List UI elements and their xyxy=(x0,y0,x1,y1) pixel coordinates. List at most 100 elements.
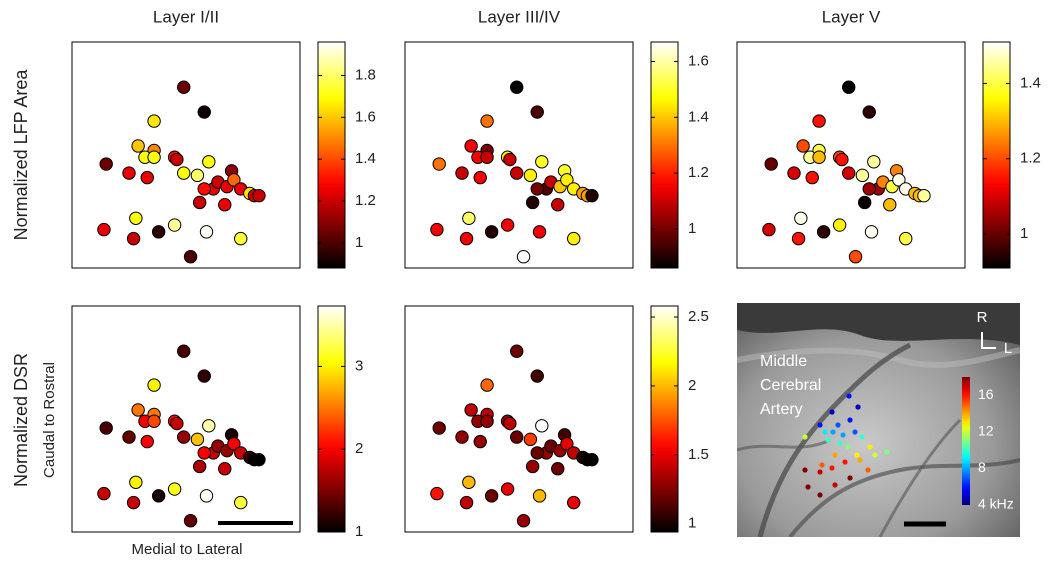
site-dot xyxy=(872,452,878,458)
site-point xyxy=(500,218,515,232)
site-point xyxy=(190,168,205,183)
site-dot xyxy=(832,452,838,458)
site-point xyxy=(455,166,469,180)
colorbar xyxy=(962,377,970,505)
site-point xyxy=(848,250,863,264)
site-point xyxy=(218,198,232,212)
site-point xyxy=(199,489,214,503)
colorbar-tick-label: 1 xyxy=(1020,225,1028,242)
site-dot xyxy=(802,434,808,440)
site-dot xyxy=(829,465,835,471)
site-point xyxy=(147,150,161,164)
site-point xyxy=(131,139,145,153)
site-point xyxy=(202,419,216,433)
colorbar-tick-label: 2 xyxy=(688,377,696,394)
site-point xyxy=(805,170,819,185)
colorbar-tick-label: 2.5 xyxy=(688,308,709,325)
site-point xyxy=(129,475,143,489)
colorbar xyxy=(982,41,1011,269)
site-point xyxy=(202,155,216,169)
site-point xyxy=(464,403,478,417)
site-dot xyxy=(837,440,843,446)
image-label: Cerebral xyxy=(760,377,821,394)
row-label: Normalized DSR xyxy=(11,353,31,487)
site-point xyxy=(183,250,198,264)
site-point xyxy=(234,495,248,510)
site-point xyxy=(99,157,113,171)
site-point xyxy=(899,231,913,246)
colorbar-tick-label: 1 xyxy=(688,515,696,532)
site-point xyxy=(585,452,599,467)
site-point xyxy=(812,114,826,128)
panel-title: Layer I/II xyxy=(153,7,219,26)
site-point xyxy=(167,482,182,496)
site-point xyxy=(177,430,191,444)
site-dot xyxy=(825,437,831,443)
colorbar-tick-label: 1.5 xyxy=(688,446,709,463)
colorbar xyxy=(650,41,679,269)
site-dot xyxy=(822,429,828,435)
site-point xyxy=(812,150,826,164)
site-dot xyxy=(845,444,851,450)
site-point xyxy=(464,139,478,153)
colorbar-tick-label: 1 xyxy=(688,220,696,237)
site-point xyxy=(787,166,801,180)
site-point xyxy=(480,150,494,164)
colorbar-tick-label: 1.4 xyxy=(1020,74,1041,91)
colorbar xyxy=(317,305,346,533)
site-point xyxy=(862,182,876,196)
site-point xyxy=(480,378,494,392)
site-dot xyxy=(835,422,841,428)
colorbar-tick-label: 16 xyxy=(978,386,994,402)
site-point xyxy=(199,225,214,239)
site-dot xyxy=(817,492,823,498)
site-point xyxy=(832,218,847,232)
site-point xyxy=(530,182,544,196)
colorbar-tick-label: 8 xyxy=(978,459,986,475)
colorbar-tick-label: 1.6 xyxy=(688,52,709,69)
site-point xyxy=(523,432,538,447)
site-point xyxy=(510,430,524,444)
colorbar xyxy=(317,41,346,269)
site-point xyxy=(218,462,232,476)
site-point xyxy=(192,459,207,474)
image-background xyxy=(737,303,1020,537)
site-point xyxy=(503,416,517,431)
site-point xyxy=(473,434,487,449)
site-point xyxy=(525,459,540,474)
site-dot xyxy=(855,404,861,410)
site-point xyxy=(197,369,211,383)
site-point xyxy=(430,222,444,237)
site-point xyxy=(791,231,806,246)
image-label: Middle xyxy=(760,353,807,370)
site-point xyxy=(525,195,540,210)
colorbar-tick-label: 1.2 xyxy=(1020,150,1041,167)
colorbar-tick-label: 4 kHz xyxy=(978,496,1014,512)
site-point xyxy=(535,155,549,169)
site-point xyxy=(480,414,494,428)
site-dot xyxy=(817,422,823,428)
site-point xyxy=(190,432,205,447)
site-point xyxy=(432,157,446,171)
site-point xyxy=(835,152,849,167)
site-point xyxy=(530,369,544,383)
site-point xyxy=(97,222,111,237)
site-dot xyxy=(867,444,873,450)
site-point xyxy=(551,198,565,212)
y-axis-label: Caudal to Rostral xyxy=(41,362,58,478)
site-point xyxy=(197,446,211,460)
site-point xyxy=(170,416,184,431)
colorbar-tick-label: 1.6 xyxy=(355,108,376,125)
site-point xyxy=(177,80,191,94)
x-axis-label: Medial to Lateral xyxy=(132,541,243,558)
site-point xyxy=(430,486,444,501)
site-point xyxy=(147,414,161,428)
site-point xyxy=(535,419,549,433)
site-point xyxy=(473,170,487,185)
site-point xyxy=(585,188,599,203)
site-point xyxy=(131,403,145,417)
site-point xyxy=(530,446,544,460)
site-dot xyxy=(819,462,825,468)
site-point xyxy=(516,514,531,528)
